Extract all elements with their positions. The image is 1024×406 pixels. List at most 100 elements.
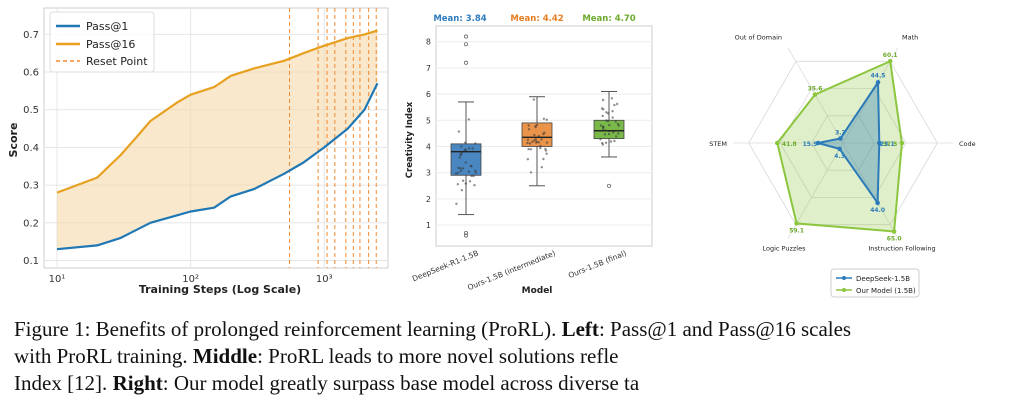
jitter-point [533,133,536,137]
mid-y-tick-label: 8 [426,38,431,47]
left-y-tick-label: 0.7 [23,30,39,41]
radar-value-label-ours: 59.1 [789,227,804,234]
left-x-tick-label: 10¹ [49,274,66,285]
jitter-point [455,202,458,205]
caption-text: : ProRL leads to more novel solutions re… [257,344,619,368]
jitter-point [454,172,458,175]
creativity-index-chart-svg: 1 2 3 4 5 6 7 8 Mean: 3.84 Mean: 4.42 Mean: 4.7… [405,14,653,296]
caption-text: with ProRL training. [14,344,193,368]
radar-series [775,58,905,234]
jitter-point [529,148,533,151]
radar-value-label-ours: 41.8 [782,141,797,148]
jitter-point [474,142,477,145]
jitter-point [534,124,537,128]
radar-chart-svg: Math Code Instruction Following Logic Puzzl… [709,34,976,298]
jitter-point [457,130,461,133]
jitter-point [463,148,466,151]
jitter-point [473,184,476,187]
jitter-point [607,129,611,133]
radar-point [794,221,799,226]
jitter-point [461,179,465,182]
jitter-point [610,97,614,100]
left-y-tick-label: 0.2 [23,218,39,229]
radar-axis-label: STEM [709,140,727,148]
mid-x-axis-label: Model [522,286,553,296]
caption-text: Index [12]. [14,371,113,395]
mid-x-tick-final: Ours-1.5B (final) [567,248,628,280]
outlier-point [464,42,468,47]
mid-y-tick-label: 3 [426,169,431,178]
jitter-point [539,146,542,150]
jitter-point [462,167,465,170]
radar-value-label-base: 15.9 [803,141,818,148]
jitter-point [471,147,474,150]
radar-point [812,92,818,97]
mean-label-deepseek: Mean: 3.84 [433,14,486,24]
radar-point [899,140,905,146]
radar-spoke [842,142,899,239]
caption-text: Figure 1: Benefits of prolonged reinforc… [14,317,562,341]
mid-boxes [450,34,625,238]
radar-point [887,58,893,64]
mid-x-tick-deepseek: DeepSeek-R1-1.5B [411,249,480,284]
jitter-point [612,131,615,134]
jitter-point [613,103,616,107]
caption-line-2: with ProRL training. Middle: ProRL leads… [14,343,1018,370]
jitter-point [459,153,462,156]
left-y-tick-label: 0.1 [23,256,39,267]
jitter-point [609,140,613,143]
jitter-point [474,169,477,172]
left-series-lines [56,29,379,251]
jitter-point [602,108,605,111]
jitter-point [458,156,461,159]
jitter-point [537,134,541,138]
radar-labels: Math Code Instruction Following Logic Puzzl… [709,34,975,253]
right-radar-chart: Math Code Instruction Following Logic Puzzl… [668,0,1024,300]
radar-axis-label: Instruction Following [868,244,935,252]
jitter-point [608,123,611,127]
radar-value-label-base: 23.1 [880,141,895,148]
jitter-point [611,110,614,113]
jitter-point [467,147,471,150]
jitter-point [535,141,538,144]
radar-legend-ours: Our Model (1.5B) [856,287,916,295]
legend-pass16: Pass@16 [86,38,135,51]
mean-label-intermediate: Mean: 4.42 [510,14,563,24]
jitter-point [474,171,477,174]
jitter-point [467,118,470,121]
caption-bold-right: Right [112,371,163,395]
radar-value-label-base: 4.3 [834,153,845,160]
legend-reset: Reset Point [86,55,148,68]
jitter-point [545,152,548,155]
left-x-tick-label: 10³ [316,274,333,285]
radar-legend-marker-base [842,276,846,280]
jitter-point [537,141,541,144]
jitter-point [460,189,464,192]
jitter-point [534,138,537,141]
jitter-point [464,161,467,164]
jitter-point [545,118,548,121]
radar-legend: DeepSeek-1.5B Our Model (1.5B) [830,268,920,298]
jitter-point [526,158,529,161]
jitter-point [604,141,608,144]
jitter-point [617,124,620,127]
jitter-point [606,112,610,115]
jitter-point [457,166,460,170]
jitter-point [605,119,608,122]
jitter-point [601,98,605,102]
jitter-point [459,167,462,170]
left-legend: Pass@1 Pass@16 Reset Point [49,11,155,73]
jitter-point [460,145,463,148]
left-y-tick-label: 0.3 [23,181,39,192]
jitter-point [599,138,602,141]
left-y-tick-label: 0.4 [23,143,39,154]
jitter-point [601,114,604,118]
left-x-axis-label: Training Steps (Log Scale) [139,283,301,296]
left-y-tick-label: 0.5 [23,105,39,116]
jitter-point [526,138,530,141]
caption-text: : Our model greatly surpass base model a… [162,371,640,395]
radar-axis-label: Code [959,140,976,148]
jitter-point [603,133,607,136]
jitter-point [539,145,542,148]
radar-legend-box [830,268,920,298]
